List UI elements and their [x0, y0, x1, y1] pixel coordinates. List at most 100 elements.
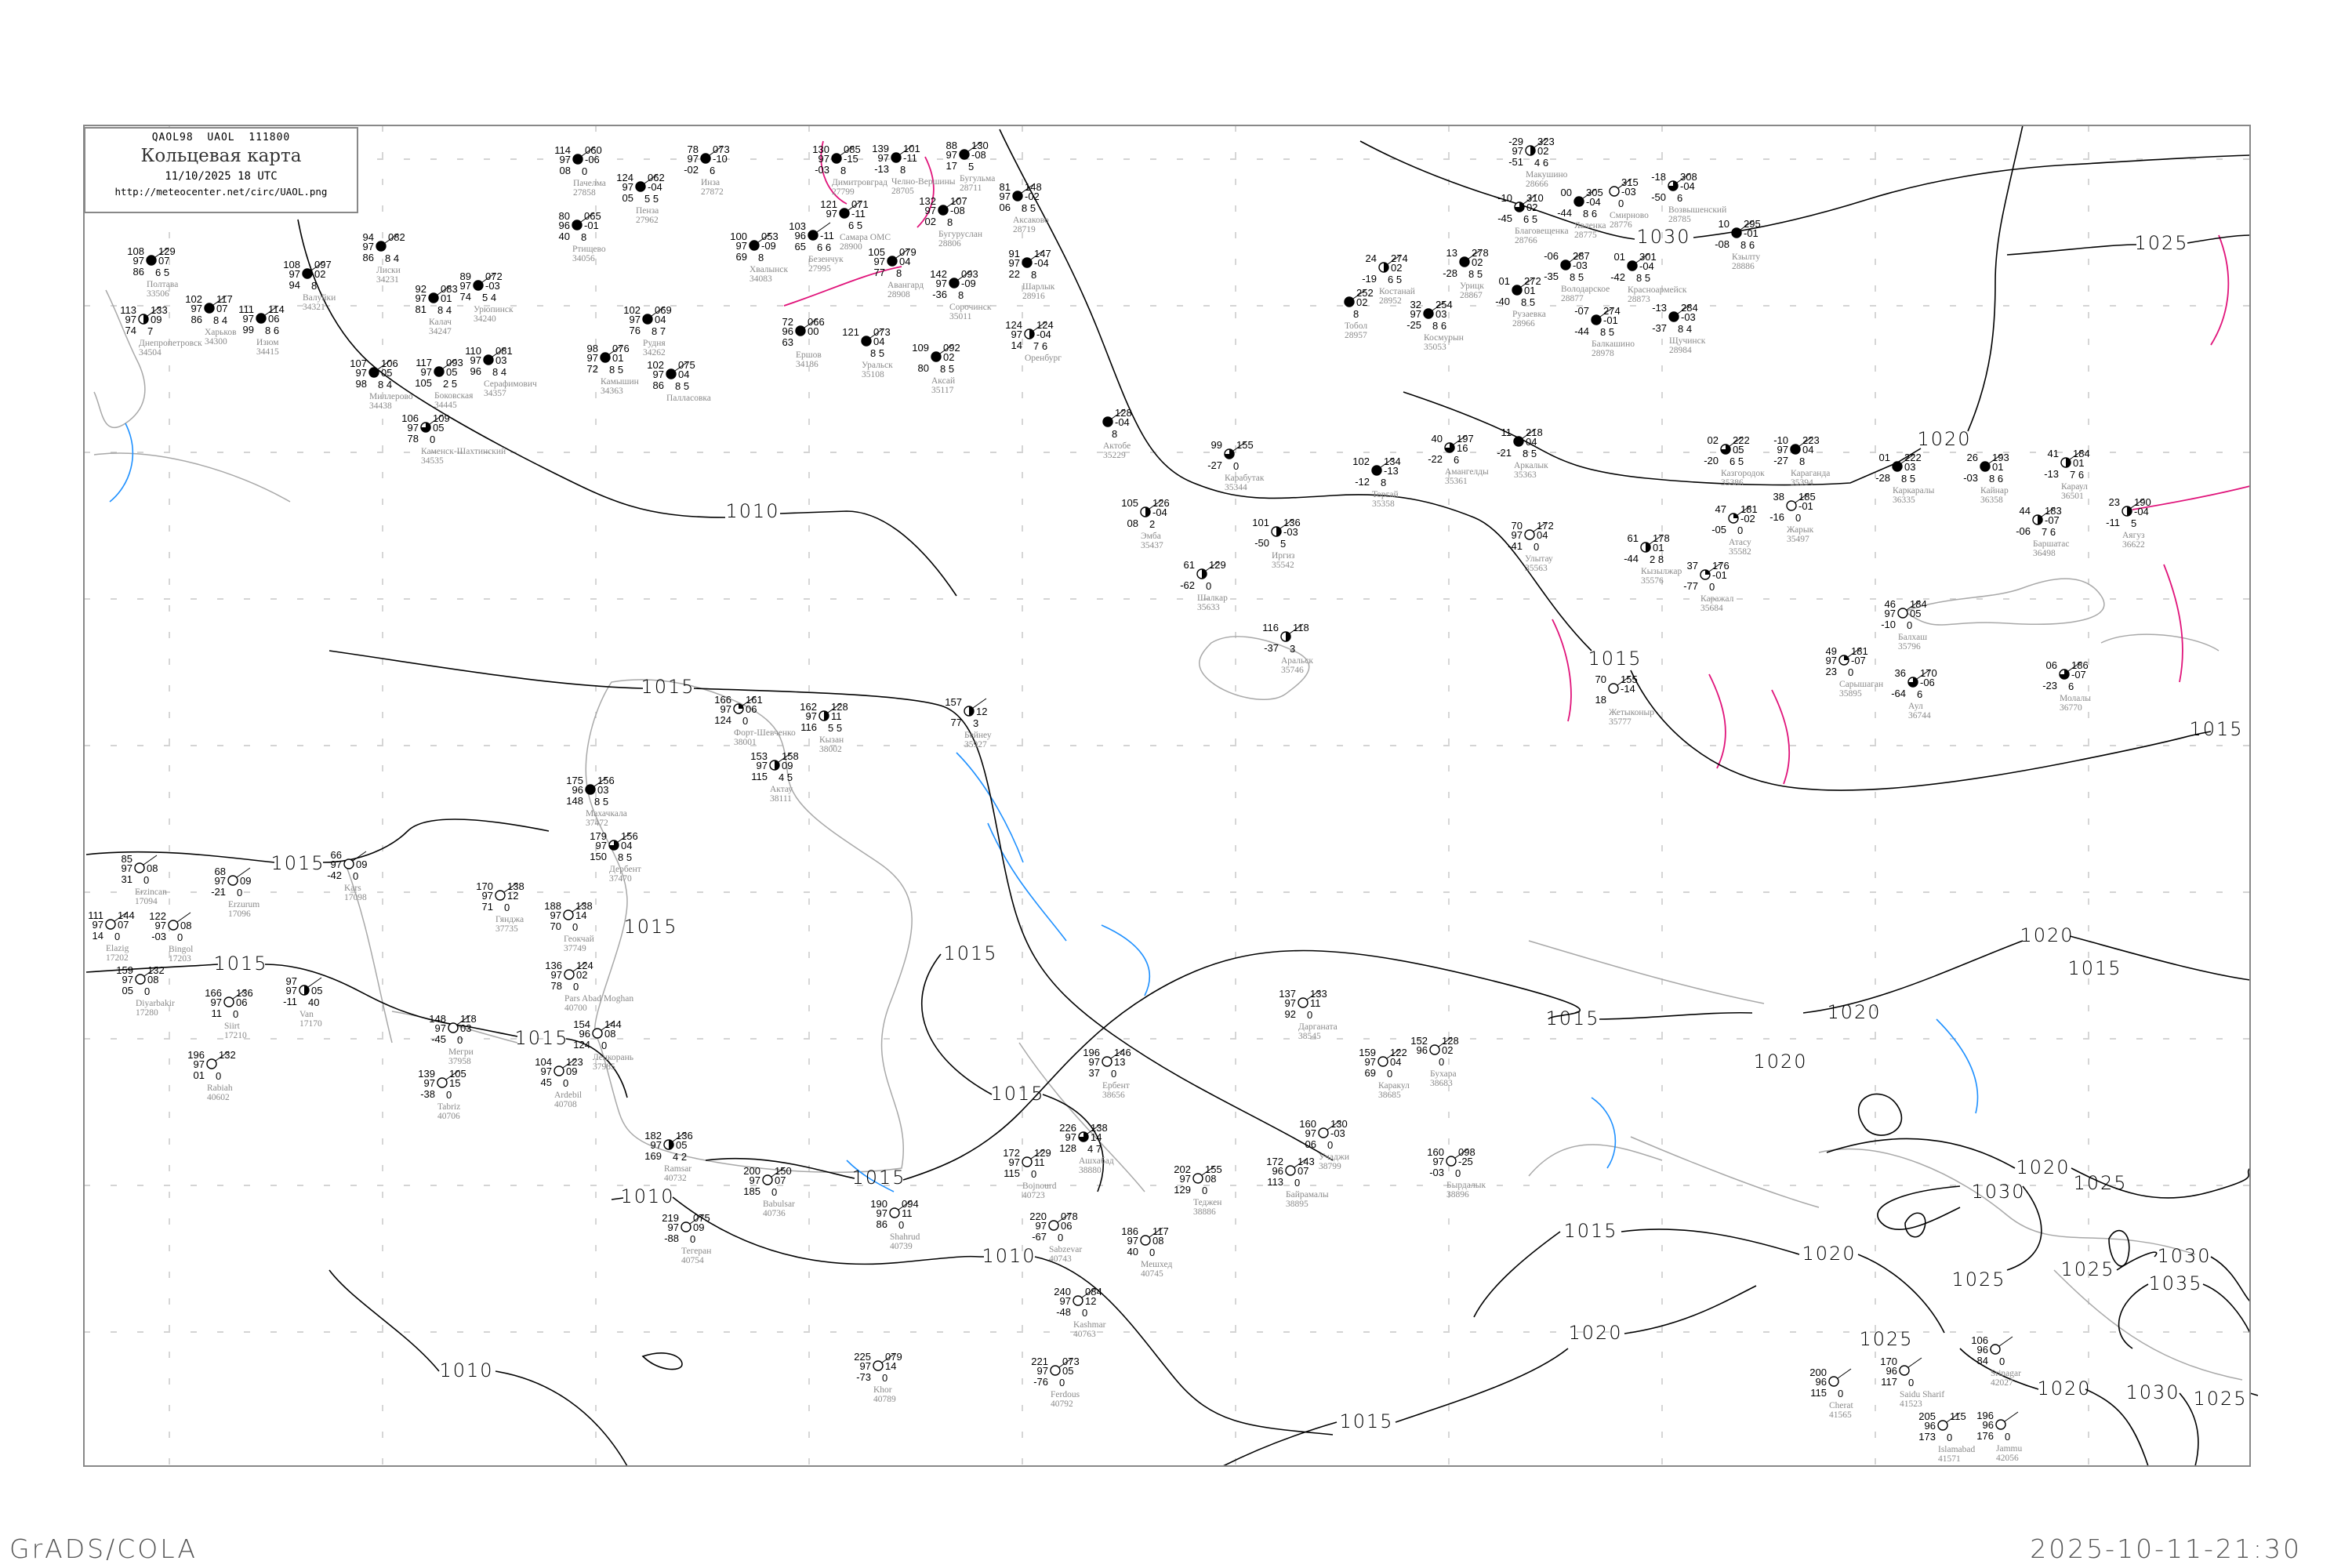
station-pressure-tendency: 04 [899, 256, 910, 267]
station-cloud-info: 0 [1111, 1068, 1116, 1080]
station-pressure-tendency: 06 [236, 996, 247, 1008]
station-temperature: 89 [460, 270, 471, 282]
station-cloud-info: 0 [563, 1077, 568, 1089]
station-name: Безенчук [808, 255, 844, 264]
station-name: Рузаевка [1512, 310, 1546, 319]
station-pressure-tendency: 06 [268, 313, 279, 325]
cloud-cover-full-icon [959, 149, 970, 160]
station-name: Ашхабад [1079, 1156, 1114, 1166]
station-name: Улытау [1525, 554, 1553, 564]
station-id: 28978 [1592, 349, 1614, 358]
station-pressure-tendency: 14 [575, 909, 586, 921]
station-temperature: 02 [1708, 434, 1719, 446]
cloud-cover-fill [1029, 329, 1034, 339]
station-cloud-info: 6 5 [848, 220, 862, 231]
station-temperature: -06 [1544, 250, 1559, 262]
isobar-label: 1010 [725, 500, 779, 522]
station-cloud-info: 8 5 [594, 796, 608, 808]
station-dewpoint: 18 [1595, 694, 1606, 706]
isobar-label: 1015 [1339, 1410, 1393, 1432]
station-temperature: 40 [1432, 433, 1443, 445]
station-id: 34186 [796, 360, 818, 369]
cloud-cover-empty-icon [1377, 1056, 1388, 1067]
station-dewpoint: -21 [1497, 447, 1512, 459]
station-id: 38683 [1430, 1079, 1453, 1088]
station-temperature: 78 [688, 143, 699, 155]
cloud-cover-full-icon [1371, 465, 1382, 476]
cloud-cover-full-icon [1344, 296, 1355, 307]
station-name: Балхаш [1898, 633, 1927, 642]
cloud-cover-empty-icon [1192, 1173, 1203, 1184]
isobar-label-group: 1025 [1951, 1269, 2004, 1290]
wind-barb [771, 1167, 786, 1178]
station-cloud-info: 3 [973, 717, 978, 729]
station-dewpoint: 40 [559, 230, 570, 242]
station-name: Кызылжар [1641, 567, 1682, 576]
station-pressure: 073 [1062, 1356, 1080, 1367]
station-cloud-info: 5 [1280, 538, 1286, 550]
station-dewpoint: 78 [408, 433, 419, 445]
station-cloud-info: 0 [1387, 1068, 1392, 1080]
station-dewpoint: 113 [1267, 1176, 1283, 1188]
station-dewpoint: 71 [482, 901, 493, 913]
station-visibility: 97 [243, 313, 254, 325]
station-dewpoint: -03 [815, 164, 829, 176]
cloud-cover-empty-icon [1786, 500, 1797, 511]
wind-barb [1149, 1227, 1163, 1238]
station-pressure: 126 [1152, 497, 1170, 509]
station-id: 34247 [429, 327, 452, 336]
station-temperature: 121 [842, 326, 859, 338]
station-name: Tabriz [437, 1102, 460, 1112]
station-dewpoint: 92 [1285, 1008, 1296, 1020]
station-dewpoint: 74 [125, 325, 136, 336]
station-pressure: 138 [1091, 1122, 1108, 1134]
cloud-cover-full-icon [1512, 285, 1523, 296]
station-pressure: 284 [1681, 302, 1698, 314]
station-temperature: 110 [465, 345, 481, 357]
station-pressure: 128 [1115, 407, 1132, 419]
station-visibility: 96 [1417, 1044, 1428, 1056]
station-pressure: 305 [1586, 187, 1603, 198]
station-pressure-tendency: -09 [761, 240, 776, 252]
station-name: Тегеран [681, 1247, 711, 1256]
station-visibility: 97 [435, 1022, 446, 1034]
station-name: Актау [770, 785, 793, 794]
station-dewpoint: 86 [191, 314, 202, 325]
cloud-cover-empty-icon [1609, 186, 1620, 197]
station-id: 40763 [1073, 1330, 1096, 1339]
station-pressure: 073 [873, 326, 891, 338]
wind-barb [2041, 506, 2056, 517]
station-visibility: 97 [877, 1207, 887, 1219]
station-pressure-tendency: 07 [216, 303, 227, 314]
station-name: Кайнар [1980, 486, 2009, 495]
station-visibility: 97 [736, 240, 747, 252]
isobar-label: 1015 [623, 916, 677, 938]
station-cloud-info: 8 [1381, 477, 1386, 488]
station-name: Siirt [224, 1022, 241, 1031]
cloud-cover-fill [1908, 677, 1918, 687]
station-name: Благовещенка [1515, 227, 1569, 236]
isobar-label-group: 1010 [725, 500, 779, 522]
cloud-cover-fill [304, 985, 309, 995]
station-pressure: 129 [1034, 1147, 1051, 1159]
station-name: Kars [344, 884, 361, 893]
station-pressure-tendency: 04 [678, 368, 689, 380]
station-pressure: 172 [1537, 520, 1554, 532]
station-dewpoint: 185 [743, 1185, 760, 1197]
station-temperature: -18 [1651, 171, 1666, 183]
isobar-label: 1035 [2148, 1272, 2202, 1294]
cloud-cover-full-icon [434, 366, 445, 377]
station-temperature: 36 [1895, 667, 1906, 679]
cloud-cover-fill [1145, 507, 1150, 517]
station-pressure-tendency: 08 [147, 862, 158, 874]
wind-barb [644, 173, 659, 184]
station-pressure: 114 [268, 303, 285, 315]
station-name: Форт-Шевченко [734, 728, 796, 738]
station-cloud-info: 8 [1031, 269, 1036, 281]
